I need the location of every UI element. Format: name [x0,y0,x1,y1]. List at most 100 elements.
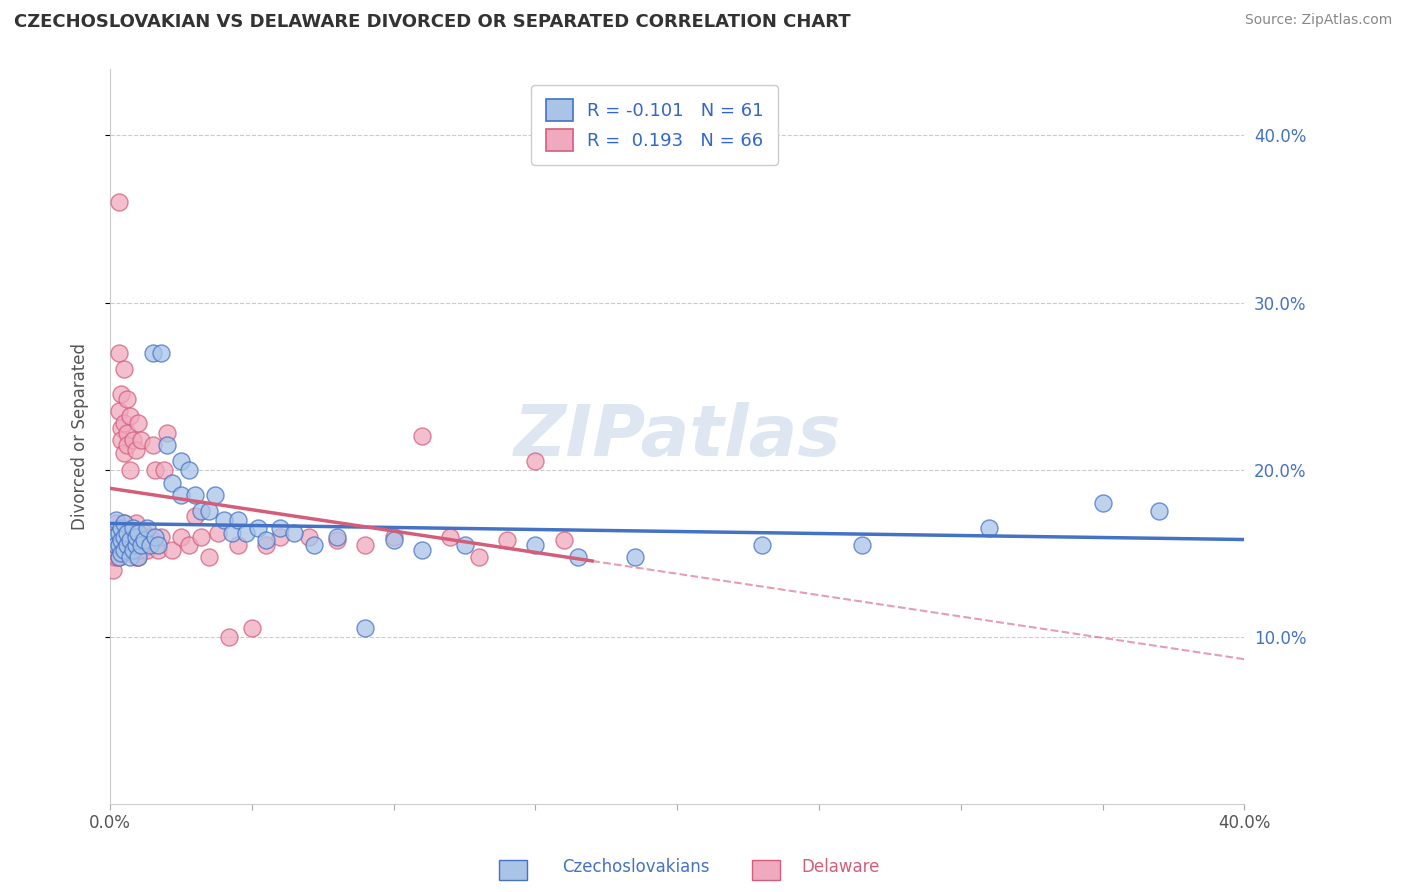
Point [101,563,124,577]
Point [115,530,138,544]
Text: Delaware: Delaware [801,858,880,876]
Point [112,516,135,531]
Point [218,630,240,644]
Point [439,530,461,544]
Point [127,526,149,541]
Point [156,425,179,440]
Point [170,488,193,502]
Point [115,425,138,440]
Point [212,513,235,527]
Point [145,463,167,477]
Point [118,530,141,544]
Point [139,538,162,552]
Point [112,416,135,430]
Point [124,530,146,544]
Point [979,521,1001,535]
Point [235,526,257,541]
Point [269,521,291,535]
Point [104,538,127,552]
Point [524,454,547,468]
Point [190,504,212,518]
Point [150,530,173,544]
Point [124,442,146,457]
Point [127,416,149,430]
Point [145,530,167,544]
Point [162,542,184,557]
Point [190,530,212,544]
Point [1149,504,1171,518]
Point [129,542,152,557]
Point [107,538,129,552]
Point [127,549,149,564]
Point [136,542,159,557]
Point [198,549,221,564]
Point [124,516,146,531]
Point [221,526,243,541]
Point [184,488,207,502]
Point [107,549,129,564]
Point [246,521,269,535]
Point [112,516,135,531]
Point [204,488,226,502]
Point [496,533,519,547]
Text: CZECHOSLOVAKIAN VS DELAWARE DIVORCED OR SEPARATED CORRELATION CHART: CZECHOSLOVAKIAN VS DELAWARE DIVORCED OR … [14,13,851,31]
Point [104,549,127,564]
Point [148,542,170,557]
Point [354,622,377,636]
Point [142,437,165,451]
Point [118,538,141,552]
Text: Czechoslovakians: Czechoslovakians [562,858,710,876]
Point [115,392,138,407]
Point [107,345,129,359]
Point [156,437,179,451]
Point [118,533,141,547]
Point [453,538,475,552]
Point [207,526,229,541]
Point [467,549,489,564]
Point [326,530,349,544]
Point [110,533,132,547]
Point [142,345,165,359]
Point [132,526,155,541]
Point [107,526,129,541]
Point [112,530,135,544]
Point [110,421,132,435]
Point [110,546,132,560]
Point [121,542,143,557]
Text: Source: ZipAtlas.com: Source: ZipAtlas.com [1244,13,1392,28]
Point [118,409,141,424]
Point [110,521,132,535]
Point [121,521,143,535]
Point [623,549,645,564]
Point [326,533,349,547]
Point [112,446,135,460]
Point [104,538,127,552]
Point [411,429,433,443]
Point [553,533,575,547]
Point [382,530,405,544]
Point [127,549,149,564]
Point [121,542,143,557]
Point [110,387,132,401]
Point [179,538,201,552]
Point [124,549,146,564]
Point [112,362,135,376]
Point [127,526,149,541]
Point [115,526,138,541]
Point [153,463,176,477]
Point [107,404,129,418]
Point [112,542,135,557]
Point [132,533,155,547]
Point [129,433,152,447]
Point [118,549,141,564]
Point [524,538,547,552]
Point [150,345,173,359]
Text: ZIPatlas: ZIPatlas [513,401,841,471]
Point [112,538,135,552]
Point [851,538,873,552]
Legend: R = -0.101   N = 61, R =  0.193   N = 66: R = -0.101 N = 61, R = 0.193 N = 66 [531,85,778,165]
Point [254,538,277,552]
Point [121,433,143,447]
Point [411,542,433,557]
Point [139,530,162,544]
